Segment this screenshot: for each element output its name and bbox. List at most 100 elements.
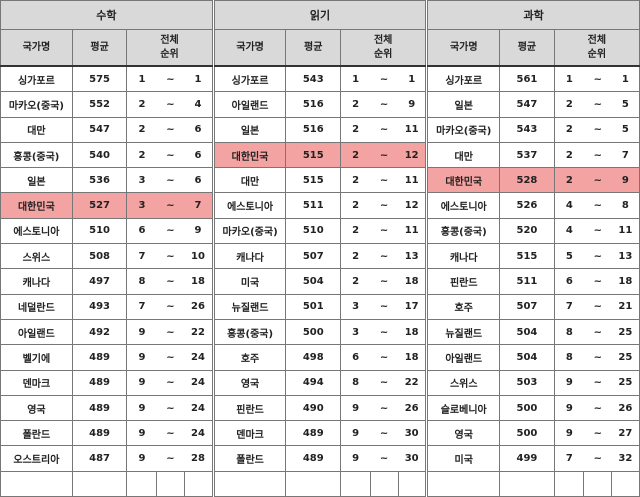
rank-tilde: ~ (156, 167, 185, 194)
rank-tilde: ~ (583, 141, 612, 169)
rank-header-line1: 전체 (373, 34, 393, 46)
rank-high-cell: 24 (184, 394, 213, 422)
rank-header: 전체 순위 (126, 29, 213, 67)
mean-cell: 515 (285, 141, 342, 169)
table-row: 홍콩(중국) 540 2 ~6 (0, 141, 213, 169)
rank-high-cell: 10 (184, 243, 213, 270)
rank-low-cell: 9 (553, 420, 584, 447)
mean-cell: 497 (71, 268, 128, 295)
mean-cell: 510 (71, 217, 128, 245)
subject-table-1: 읽기 국가명 평균 전체 순위 싱가포르 543 1 ~1 아일랜드 516 2 ~9 일본 516 2… (213, 0, 427, 497)
table-row: 미국 499 7 ~32 (427, 445, 640, 472)
table-row: 스위스 503 9 ~25 (427, 369, 640, 396)
rank-high-cell: 9 (184, 217, 213, 245)
rank-high-cell: 11 (398, 217, 427, 245)
rank-tilde: ~ (370, 91, 398, 118)
country-cell: 대한민국 (213, 141, 287, 169)
table-row: 캐나다 497 8 ~18 (0, 268, 213, 295)
subject-table-0: 수학 국가명 평균 전체 순위 싱가포르 575 1 ~1 마카오(중국) 552 2 ~4 대만 5… (0, 0, 213, 497)
country-cell: 폴란드 (213, 445, 287, 472)
country-cell: 아일랜드 (213, 91, 287, 118)
cut-off-cell (126, 470, 158, 497)
table-row: 대한민국 515 2 ~12 (213, 141, 427, 169)
country-cell: 아일랜드 (427, 344, 501, 371)
rank-low-cell: 7 (126, 293, 157, 320)
rank-high-cell: 24 (184, 344, 213, 371)
table-row: 싱가포르 561 1 ~1 (427, 65, 640, 93)
country-cell: 싱가포르 (213, 65, 287, 93)
rank-tilde: ~ (156, 445, 185, 472)
rank-low-cell: 1 (553, 65, 584, 93)
mean-cell: 508 (71, 243, 128, 270)
rank-low-cell: 7 (553, 445, 584, 472)
rank-low-cell: 9 (340, 445, 371, 472)
country-cell: 덴마크 (0, 369, 73, 396)
rank-high-cell: 8 (611, 192, 640, 219)
rank-tilde: ~ (583, 344, 612, 371)
rank-tilde: ~ (156, 243, 185, 270)
mean-cell: 500 (499, 420, 555, 447)
rank-low-cell: 9 (553, 394, 584, 422)
rank-low-cell: 2 (340, 141, 371, 169)
table-row: 대만 547 2 ~6 (0, 116, 213, 143)
mean-cell: 543 (285, 65, 342, 93)
country-cell: 일본 (213, 116, 287, 143)
cut-off-cell (397, 470, 427, 497)
rank-high-cell: 26 (611, 394, 640, 422)
rank-high-cell: 6 (184, 167, 213, 194)
rank-high-cell: 17 (398, 293, 427, 320)
rank-low-cell: 3 (340, 318, 371, 346)
rank-low-cell: 2 (553, 167, 584, 194)
table-row: 캐나다 507 2 ~13 (213, 243, 427, 270)
table-row: 에스토니아 511 2 ~12 (213, 192, 427, 219)
mean-cell: 500 (499, 394, 555, 422)
subject-title: 과학 (427, 0, 640, 30)
table-row: 미국 504 2 ~18 (213, 268, 427, 295)
rank-high-cell: 18 (611, 268, 640, 295)
mean-cell: 489 (71, 420, 128, 447)
country-cell: 오스트리아 (0, 445, 73, 472)
mean-cell: 516 (285, 116, 342, 143)
table-row: 슬로베니아 500 9 ~26 (427, 394, 640, 422)
rank-low-cell: 1 (340, 65, 371, 93)
rank-tilde: ~ (156, 65, 185, 93)
table-row (213, 470, 427, 497)
table-row: 영국 500 9 ~27 (427, 420, 640, 447)
rank-header-line1: 전체 (587, 34, 607, 46)
table-row: 벨기에 489 9 ~24 (0, 344, 213, 371)
rank-tilde: ~ (370, 445, 398, 472)
country-cell: 대만 (427, 141, 501, 169)
country-cell: 미국 (427, 445, 501, 472)
table-row: 오스트리아 487 9 ~28 (0, 445, 213, 472)
rank-tilde: ~ (156, 116, 185, 143)
mean-cell: 507 (499, 293, 555, 320)
rank-tilde: ~ (583, 394, 612, 422)
rank-low-cell: 2 (340, 243, 371, 270)
rank-high-cell: 1 (398, 65, 427, 93)
rank-low-cell: 2 (126, 91, 157, 118)
country-cell: 미국 (213, 268, 287, 295)
mean-cell: 489 (285, 445, 342, 472)
cut-off-cell (0, 470, 73, 497)
rank-high-cell: 26 (398, 394, 427, 422)
country-cell: 폴란드 (0, 420, 73, 447)
table-row: 대한민국 527 3 ~7 (0, 192, 213, 219)
rank-high-cell: 4 (184, 91, 213, 118)
table-row: 폴란드 489 9 ~24 (0, 420, 213, 447)
rank-high-cell: 24 (184, 420, 213, 447)
rank-low-cell: 4 (553, 217, 584, 245)
rank-low-cell: 2 (340, 192, 371, 219)
rank-tilde: ~ (583, 192, 612, 219)
rank-header-line2: 순위 (587, 48, 607, 60)
mean-cell: 489 (285, 420, 342, 447)
mean-cell: 489 (71, 344, 128, 371)
mean-cell: 507 (285, 243, 342, 270)
country-cell: 영국 (427, 420, 501, 447)
rank-tilde: ~ (370, 141, 398, 169)
rank-tilde: ~ (583, 116, 612, 143)
country-cell: 핀란드 (213, 394, 287, 422)
mean-cell: 561 (499, 65, 555, 93)
rank-low-cell: 6 (126, 217, 157, 245)
rank-tilde: ~ (156, 420, 185, 447)
